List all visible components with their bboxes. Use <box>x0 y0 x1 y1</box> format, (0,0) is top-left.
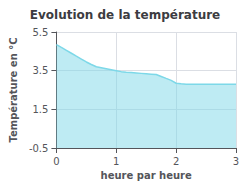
svg-text:Evolution de la température: Evolution de la température <box>30 8 221 22</box>
svg-text:1: 1 <box>113 156 119 167</box>
svg-text:0: 0 <box>53 156 59 167</box>
svg-text:-0.5: -0.5 <box>29 143 49 154</box>
svg-text:1.5: 1.5 <box>33 104 49 115</box>
svg-text:2: 2 <box>173 156 179 167</box>
svg-text:heure par heure: heure par heure <box>101 170 192 181</box>
svg-text:Température en °C: Température en °C <box>8 37 19 142</box>
svg-text:3: 3 <box>233 156 239 167</box>
svg-text:3.5: 3.5 <box>33 65 49 76</box>
svg-text:5.5: 5.5 <box>33 27 49 38</box>
